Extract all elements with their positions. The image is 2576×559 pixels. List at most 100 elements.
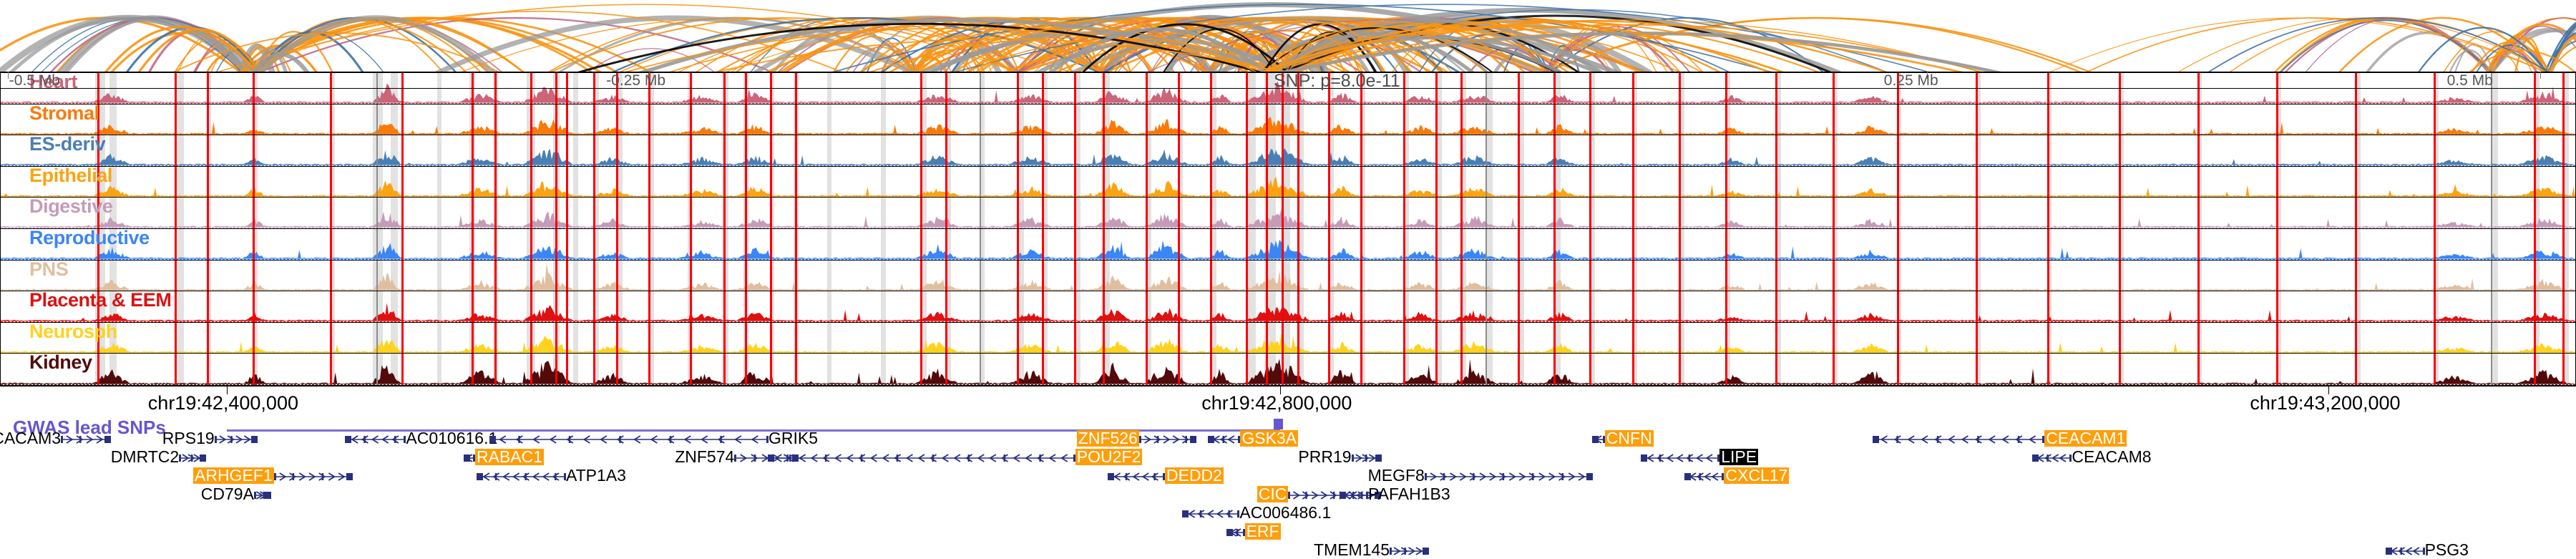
snp-marker[interactable] <box>1074 73 1076 104</box>
snp-marker[interactable] <box>175 166 177 198</box>
snp-marker[interactable] <box>1725 104 1727 135</box>
gene-entry[interactable]: GSK3A <box>1208 429 1299 447</box>
gene-model[interactable] <box>1873 434 2045 444</box>
snp-marker[interactable] <box>1246 104 1248 135</box>
snp-marker[interactable] <box>1775 260 1777 291</box>
snp-marker[interactable] <box>1679 260 1681 291</box>
snp-marker[interactable] <box>97 260 99 291</box>
snp-marker[interactable] <box>1460 291 1463 322</box>
gene-entry[interactable]: ATP1A3 <box>477 467 626 484</box>
snp-marker[interactable] <box>1725 73 1727 104</box>
gene-entry[interactable]: CACAM3 <box>0 429 112 447</box>
snp-marker[interactable] <box>690 228 692 260</box>
gene-model[interactable] <box>1684 471 1724 481</box>
snp-marker[interactable] <box>207 260 209 291</box>
gene-label[interactable]: AC010616.1 <box>406 429 498 448</box>
snp-marker[interactable] <box>1589 135 1591 166</box>
snp-marker[interactable] <box>1297 135 1299 166</box>
snp-marker[interactable] <box>2434 198 2436 228</box>
snp-marker[interactable] <box>2197 322 2200 354</box>
snp-marker[interactable] <box>980 260 981 291</box>
gene-entry[interactable]: MEGF8 <box>1368 467 1593 484</box>
snp-marker[interactable] <box>795 228 797 260</box>
snp-marker[interactable] <box>980 73 981 104</box>
snp-marker[interactable] <box>1679 73 1681 104</box>
snp-marker[interactable] <box>555 104 557 135</box>
gene-entry[interactable]: CNFN <box>1591 429 1654 447</box>
snp-marker[interactable] <box>1282 260 1284 291</box>
snp-marker[interactable] <box>376 322 378 354</box>
snp-marker[interactable] <box>648 322 650 354</box>
snp-marker[interactable] <box>1042 228 1044 260</box>
snp-marker[interactable] <box>1017 73 1019 104</box>
snp-marker[interactable] <box>1485 73 1487 104</box>
snp-marker[interactable] <box>2047 135 2049 166</box>
snp-marker[interactable] <box>1485 166 1487 198</box>
snp-marker[interactable] <box>1297 73 1299 104</box>
snp-marker[interactable] <box>770 291 772 322</box>
snp-marker[interactable] <box>1833 166 1835 198</box>
snp-marker[interactable] <box>2534 354 2536 385</box>
gene-label[interactable]: DEDD2 <box>1165 466 1224 485</box>
snp-marker[interactable] <box>1897 322 1899 354</box>
snp-marker[interactable] <box>2197 166 2200 198</box>
snp-marker[interactable] <box>376 135 378 166</box>
snp-marker[interactable] <box>494 260 497 291</box>
snp-marker[interactable] <box>2119 291 2121 322</box>
snp-marker[interactable] <box>2047 73 2049 104</box>
snp-marker[interactable] <box>1679 135 1681 166</box>
snp-marker[interactable] <box>555 260 557 291</box>
snp-marker[interactable] <box>530 291 532 322</box>
snp-marker[interactable] <box>330 73 332 104</box>
gene-entry[interactable]: ERF <box>1226 522 1281 540</box>
snp-marker[interactable] <box>1266 166 1268 198</box>
snp-marker[interactable] <box>2534 135 2536 166</box>
snp-marker[interactable] <box>745 291 747 322</box>
snp-marker[interactable] <box>1403 291 1405 322</box>
snp-marker[interactable] <box>745 73 747 104</box>
snp-marker[interactable] <box>745 322 747 354</box>
snp-marker[interactable] <box>253 260 255 291</box>
snp-marker[interactable] <box>1725 354 1727 385</box>
snp-marker[interactable] <box>253 322 255 354</box>
snp-marker[interactable] <box>1178 135 1180 166</box>
snp-marker[interactable] <box>1435 260 1438 291</box>
snp-marker[interactable] <box>1266 104 1268 135</box>
snp-marker[interactable] <box>253 104 255 135</box>
snp-marker[interactable] <box>1042 135 1044 166</box>
snp-marker[interactable] <box>1403 322 1405 354</box>
snp-marker[interactable] <box>2562 198 2565 228</box>
snp-marker[interactable] <box>530 228 532 260</box>
snp-marker[interactable] <box>2197 73 2200 104</box>
snp-marker[interactable] <box>1632 291 1634 322</box>
snp-marker[interactable] <box>2491 354 2492 385</box>
snp-marker[interactable] <box>530 198 532 228</box>
snp-marker[interactable] <box>945 260 947 291</box>
snp-marker[interactable] <box>97 291 99 322</box>
snp-marker[interactable] <box>1210 260 1212 291</box>
snp-marker[interactable] <box>1460 135 1463 166</box>
snp-marker[interactable] <box>1632 73 1634 104</box>
snp-marker[interactable] <box>1282 73 1284 104</box>
snp-marker[interactable] <box>494 135 497 166</box>
snp-marker[interactable] <box>494 73 497 104</box>
snp-marker[interactable] <box>1210 135 1212 166</box>
snp-marker[interactable] <box>1017 104 1019 135</box>
snp-marker[interactable] <box>401 73 404 104</box>
gene-label[interactable]: PAFAH1B3 <box>1368 485 1450 504</box>
snp-marker[interactable] <box>401 166 404 198</box>
snp-marker[interactable] <box>1103 73 1105 104</box>
snp-marker[interactable] <box>2355 228 2357 260</box>
snp-marker[interactable] <box>616 73 618 104</box>
snp-marker[interactable] <box>945 291 947 322</box>
snp-marker[interactable] <box>1775 291 1777 322</box>
snp-marker[interactable] <box>2276 73 2278 104</box>
snp-marker[interactable] <box>1146 73 1148 104</box>
snp-marker[interactable] <box>648 166 650 198</box>
snp-marker[interactable] <box>97 166 99 198</box>
snp-marker[interactable] <box>472 291 474 322</box>
snp-marker[interactable] <box>530 322 532 354</box>
snp-marker[interactable] <box>1328 228 1330 260</box>
snp-marker[interactable] <box>723 104 726 135</box>
snp-marker[interactable] <box>1679 291 1681 322</box>
